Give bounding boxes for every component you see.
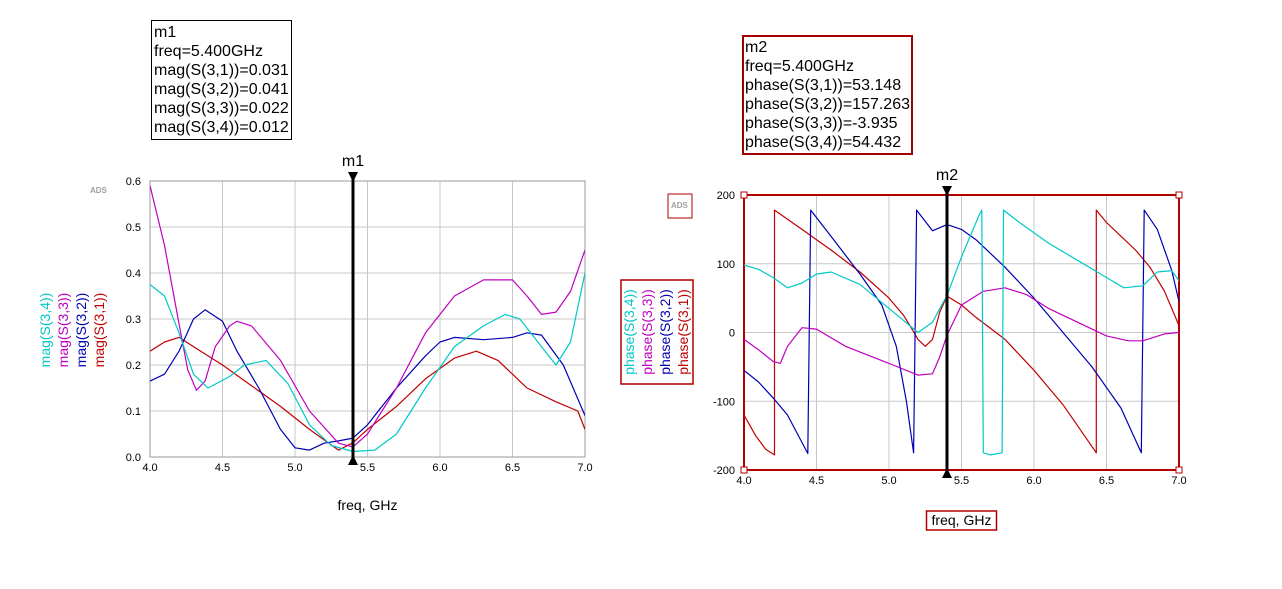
resize-handle[interactable] bbox=[1175, 191, 1183, 199]
legend-entry[interactable]: phase(S(3,2)) bbox=[657, 289, 673, 375]
marker-readout-m2[interactable]: m2 freq=5.400GHz phase(S(3,1))=53.148 ph… bbox=[742, 35, 913, 155]
legend-entry[interactable]: phase(S(3,3)) bbox=[639, 289, 655, 375]
legend-frame bbox=[620, 279, 694, 385]
y-tick-label: 0.0 bbox=[126, 452, 141, 464]
legend-entry[interactable]: phase(S(3,4)) bbox=[621, 289, 637, 375]
resize-handle[interactable] bbox=[1175, 466, 1183, 474]
marker-readout-freq: freq=5.400GHz bbox=[745, 58, 854, 75]
marker-readout-m1[interactable]: m1 freq=5.400GHz mag(S(3,1))=0.031 mag(S… bbox=[151, 20, 292, 140]
resize-handle[interactable] bbox=[740, 191, 748, 199]
series-line[interactable] bbox=[744, 287, 1179, 376]
marker-m2[interactable]: m2 bbox=[936, 167, 958, 478]
legend-entry[interactable]: mag(S(3,2)) bbox=[73, 293, 89, 368]
ads-watermark: ADS bbox=[667, 193, 693, 219]
x-tick-label: 5.5 bbox=[954, 475, 969, 487]
marker-m1[interactable]: m1 bbox=[342, 153, 364, 465]
series-line[interactable] bbox=[744, 209, 1179, 455]
series-line[interactable] bbox=[744, 209, 1179, 456]
resize-handle[interactable] bbox=[740, 466, 748, 474]
legend-entry[interactable]: mag(S(3,4)) bbox=[37, 293, 53, 368]
legend-entry[interactable]: mag(S(3,3)) bbox=[55, 293, 71, 368]
series-line[interactable] bbox=[150, 185, 585, 448]
chart-phase: 4.0 4.5 5.0 5.5 6.0 6.5 7.0 -200 -100 0 100 200 ADS p… bbox=[620, 167, 1187, 531]
x-tick-label: 5.5 bbox=[360, 462, 375, 474]
marker-readout-value: mag(S(3,1))=0.031 bbox=[154, 62, 289, 79]
y-tick-label: 100 bbox=[717, 259, 735, 271]
marker-top-arrow bbox=[348, 172, 358, 182]
x-axis-label: freq, GHz bbox=[338, 497, 398, 513]
x-tick-label: 7.0 bbox=[1171, 475, 1186, 487]
watermark-text: ADS bbox=[90, 186, 108, 195]
marker-readout-value: phase(S(3,3))=-3.935 bbox=[745, 115, 898, 132]
marker-readout-value: phase(S(3,4))=54.432 bbox=[745, 134, 902, 151]
x-tick-label: 7.0 bbox=[577, 462, 592, 474]
y-tick-label: 200 bbox=[717, 190, 735, 202]
marker-readout-name: m2 bbox=[745, 39, 768, 56]
marker-label: m1 bbox=[342, 153, 364, 170]
marker-readout-value: mag(S(3,2))=0.041 bbox=[154, 81, 289, 98]
x-tick-label: 4.5 bbox=[809, 475, 824, 487]
x-tick-label: 5.0 bbox=[287, 462, 302, 474]
marker-readout-value: mag(S(3,4))=0.012 bbox=[154, 119, 289, 136]
ads-watermark: ADS bbox=[90, 186, 108, 195]
y-tick-label: -200 bbox=[713, 465, 735, 477]
chart-magnitude: 4.0 4.5 5.0 5.5 6.0 6.5 7.0 0.0 0.1 0.2 0.3 0.4 0.5 0… bbox=[37, 153, 593, 513]
x-tick-label: 6.5 bbox=[505, 462, 520, 474]
x-tick-label: 5.0 bbox=[881, 475, 896, 487]
y-tick-label: -100 bbox=[713, 396, 735, 408]
y-tick-label: 0.3 bbox=[126, 314, 141, 326]
x-tick-label: 4.5 bbox=[215, 462, 230, 474]
legend: phase(S(3,4)) phase(S(3,3)) phase(S(3,2)) p… bbox=[620, 279, 694, 385]
watermark-frame bbox=[667, 193, 693, 219]
legend: mag(S(3,4)) mag(S(3,3)) mag(S(3,2)) mag(S(3… bbox=[37, 293, 107, 368]
marker-bottom-arrow bbox=[942, 468, 952, 478]
marker-bottom-arrow bbox=[348, 455, 358, 465]
x-tick-label: 4.0 bbox=[142, 462, 157, 474]
y-tick-label: 0.1 bbox=[126, 406, 141, 418]
y-tick-label: 0 bbox=[729, 328, 735, 340]
x-tick-label: 4.0 bbox=[736, 475, 751, 487]
x-tick-label: 6.0 bbox=[432, 462, 447, 474]
y-tick-label: 0.2 bbox=[126, 360, 141, 372]
watermark-text: ADS bbox=[671, 201, 689, 210]
marker-label: m2 bbox=[936, 167, 958, 184]
marker-readout-value: phase(S(3,1))=53.148 bbox=[745, 77, 902, 94]
legend-entry[interactable]: phase(S(3,1)) bbox=[675, 289, 691, 375]
marker-readout-value: mag(S(3,3))=0.022 bbox=[154, 100, 289, 117]
x-axis-label-frame bbox=[925, 510, 998, 531]
plot-frame bbox=[149, 180, 586, 458]
marker-readout-name: m1 bbox=[154, 24, 177, 41]
series-line[interactable] bbox=[744, 209, 1179, 456]
series-line[interactable] bbox=[150, 309, 585, 451]
y-tick-label: 0.5 bbox=[126, 222, 141, 234]
marker-readout-freq: freq=5.400GHz bbox=[154, 43, 263, 60]
x-tick-label: 6.0 bbox=[1026, 475, 1041, 487]
legend-entry[interactable]: mag(S(3,1)) bbox=[91, 293, 107, 368]
y-tick-label: 0.6 bbox=[126, 176, 141, 188]
marker-top-arrow bbox=[942, 186, 952, 196]
y-tick-label: 0.4 bbox=[126, 268, 141, 280]
marker-readout-value: phase(S(3,2))=157.263 bbox=[745, 96, 910, 113]
x-axis-label: freq, GHz bbox=[932, 512, 992, 528]
x-tick-label: 6.5 bbox=[1099, 475, 1114, 487]
series-line[interactable] bbox=[150, 336, 585, 451]
